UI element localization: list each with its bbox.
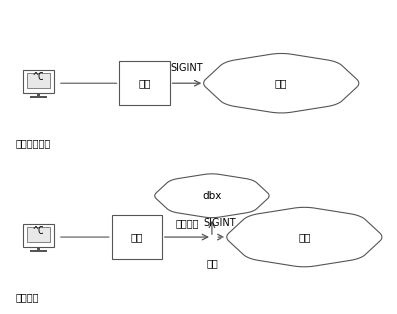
Text: SIGINT: SIGINT [203, 218, 236, 228]
Bar [112, 215, 162, 259]
Bar [119, 61, 170, 106]
Text: 信号事件: 信号事件 [175, 218, 198, 228]
Text: 调试状态: 调试状态 [15, 292, 39, 302]
Text: dbx: dbx [202, 191, 222, 201]
Text: SIGINT: SIGINT [171, 63, 203, 73]
Text: 程序: 程序 [275, 78, 287, 88]
Text: 程序: 程序 [298, 232, 310, 242]
Bar [37, 93, 40, 96]
Polygon shape [155, 174, 269, 218]
Polygon shape [204, 53, 359, 113]
Bar [30, 96, 47, 99]
Text: 正常运行状态: 正常运行状态 [15, 138, 51, 148]
Bar [30, 250, 47, 252]
FancyBboxPatch shape [23, 70, 54, 93]
Text: 内核: 内核 [138, 78, 151, 88]
Text: 内核: 内核 [131, 232, 143, 242]
FancyBboxPatch shape [23, 224, 54, 247]
FancyBboxPatch shape [27, 73, 50, 88]
Polygon shape [227, 207, 382, 267]
Text: 拦截: 拦截 [206, 258, 218, 268]
Text: ^C: ^C [33, 72, 44, 82]
Bar [37, 247, 40, 250]
FancyBboxPatch shape [27, 227, 50, 242]
Text: ^C: ^C [33, 226, 44, 236]
